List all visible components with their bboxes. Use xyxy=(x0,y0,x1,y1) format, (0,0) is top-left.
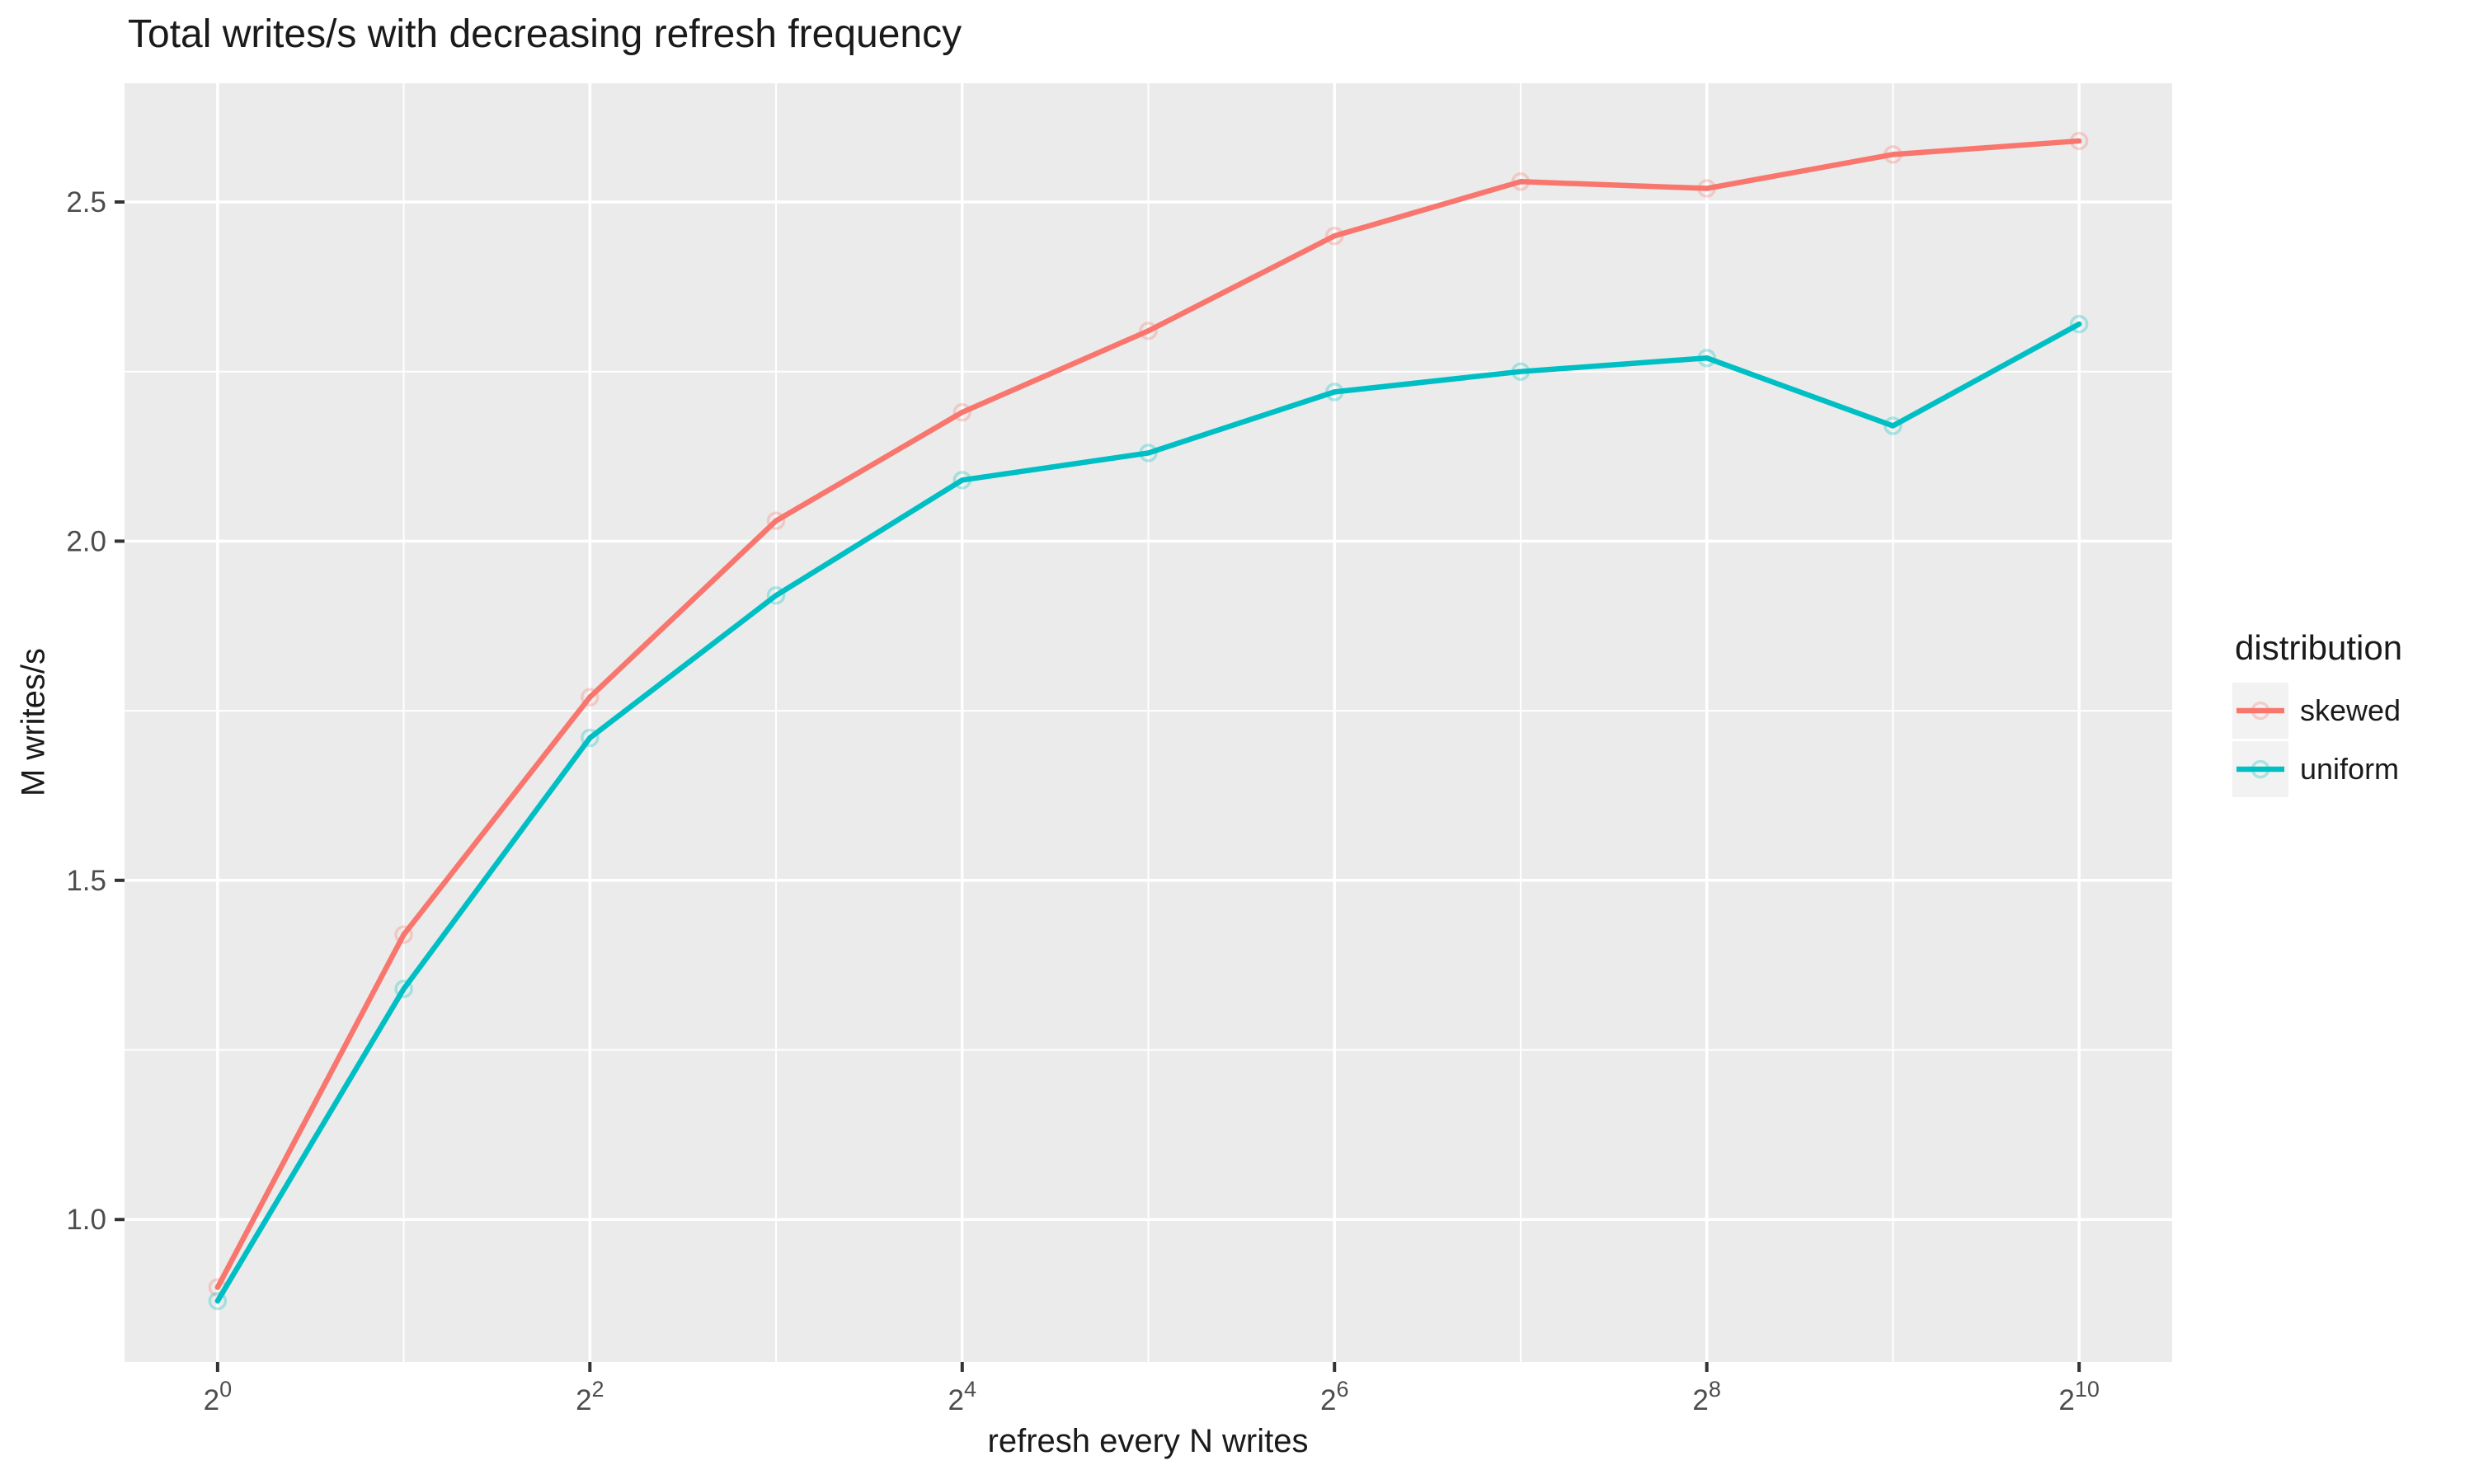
y-tick-label: 2.5 xyxy=(66,186,106,218)
axis-ticks xyxy=(115,200,2081,1372)
x-tick-label: 28 xyxy=(1692,1377,1721,1416)
series-points-skewed xyxy=(208,131,2089,1297)
series-points-uniform xyxy=(208,314,2089,1311)
minor-gridlines xyxy=(125,83,2172,1362)
x-tick-label: 24 xyxy=(948,1377,977,1416)
y-tick-label: 2.0 xyxy=(66,525,106,557)
series-line-skewed xyxy=(214,138,2082,1290)
legend: distribution skewed uniform xyxy=(2232,628,2402,800)
legend-key-uniform xyxy=(2232,741,2288,797)
legend-item-skewed: skewed xyxy=(2232,683,2402,739)
legend-key-skewed xyxy=(2232,683,2288,739)
y-axis-label: M writes/s xyxy=(15,648,52,796)
x-tick-label: 26 xyxy=(1320,1377,1349,1416)
legend-label: skewed xyxy=(2300,693,2401,727)
series-line-uniform xyxy=(214,321,2082,1304)
legend-item-uniform: uniform xyxy=(2232,741,2402,797)
y-tick-label: 1.5 xyxy=(66,865,106,897)
major-gridlines xyxy=(125,83,2172,1362)
y-tick-label: 1.0 xyxy=(66,1204,106,1236)
x-tick-label: 210 xyxy=(2058,1377,2100,1416)
legend-label: uniform xyxy=(2300,752,2400,786)
x-tick-label: 22 xyxy=(576,1377,604,1416)
legend-items: skewed uniform xyxy=(2232,683,2402,797)
legend-title: distribution xyxy=(2235,628,2403,667)
x-tick-label: 20 xyxy=(204,1377,233,1416)
x-axis-label: refresh every N writes xyxy=(987,1423,1309,1459)
chart-title: Total writes/s with decreasing refresh f… xyxy=(128,12,962,56)
